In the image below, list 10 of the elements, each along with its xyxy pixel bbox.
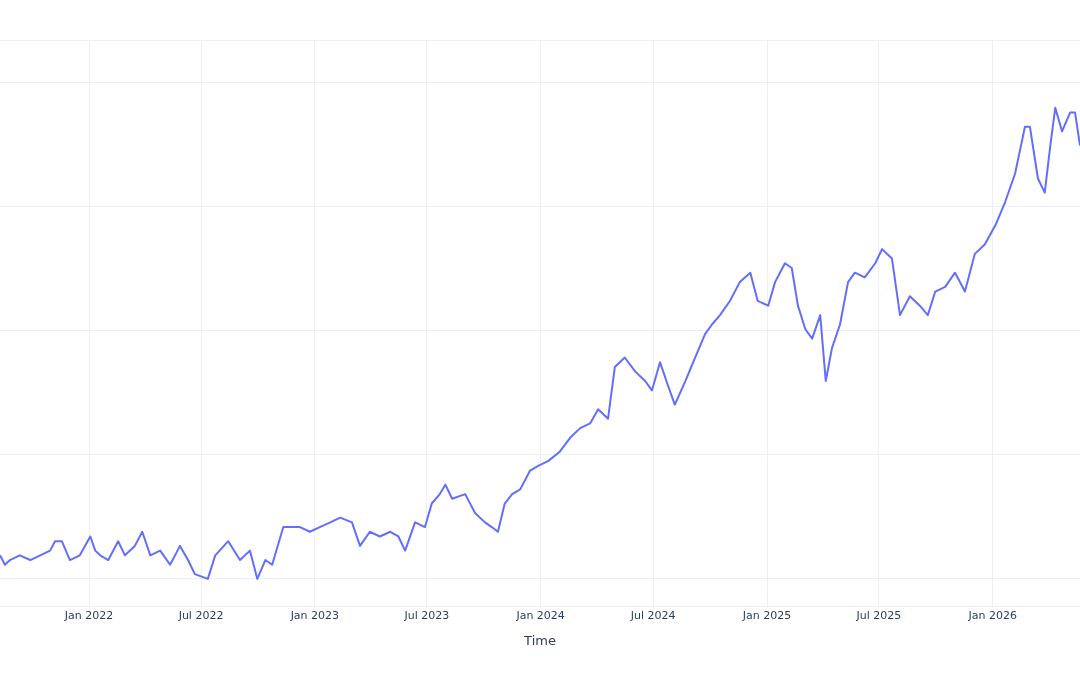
x-tick-label: Jul 2024 <box>629 608 676 622</box>
x-tick-label: Jan 2022 <box>63 608 114 622</box>
x-tick-label: Jan 2024 <box>515 608 565 622</box>
x-tick-label: Jul 2022 <box>177 608 224 622</box>
x-tick-label: Jul 2023 <box>403 608 450 622</box>
x-tick-label: Jan 2023 <box>289 608 340 622</box>
x-tick-label: Jul 2025 <box>855 608 902 622</box>
x-axis-title: Time <box>523 632 556 648</box>
x-tick-label: Jan 2025 <box>741 608 792 622</box>
x-tick-label: Jan 2026 <box>967 608 1018 622</box>
